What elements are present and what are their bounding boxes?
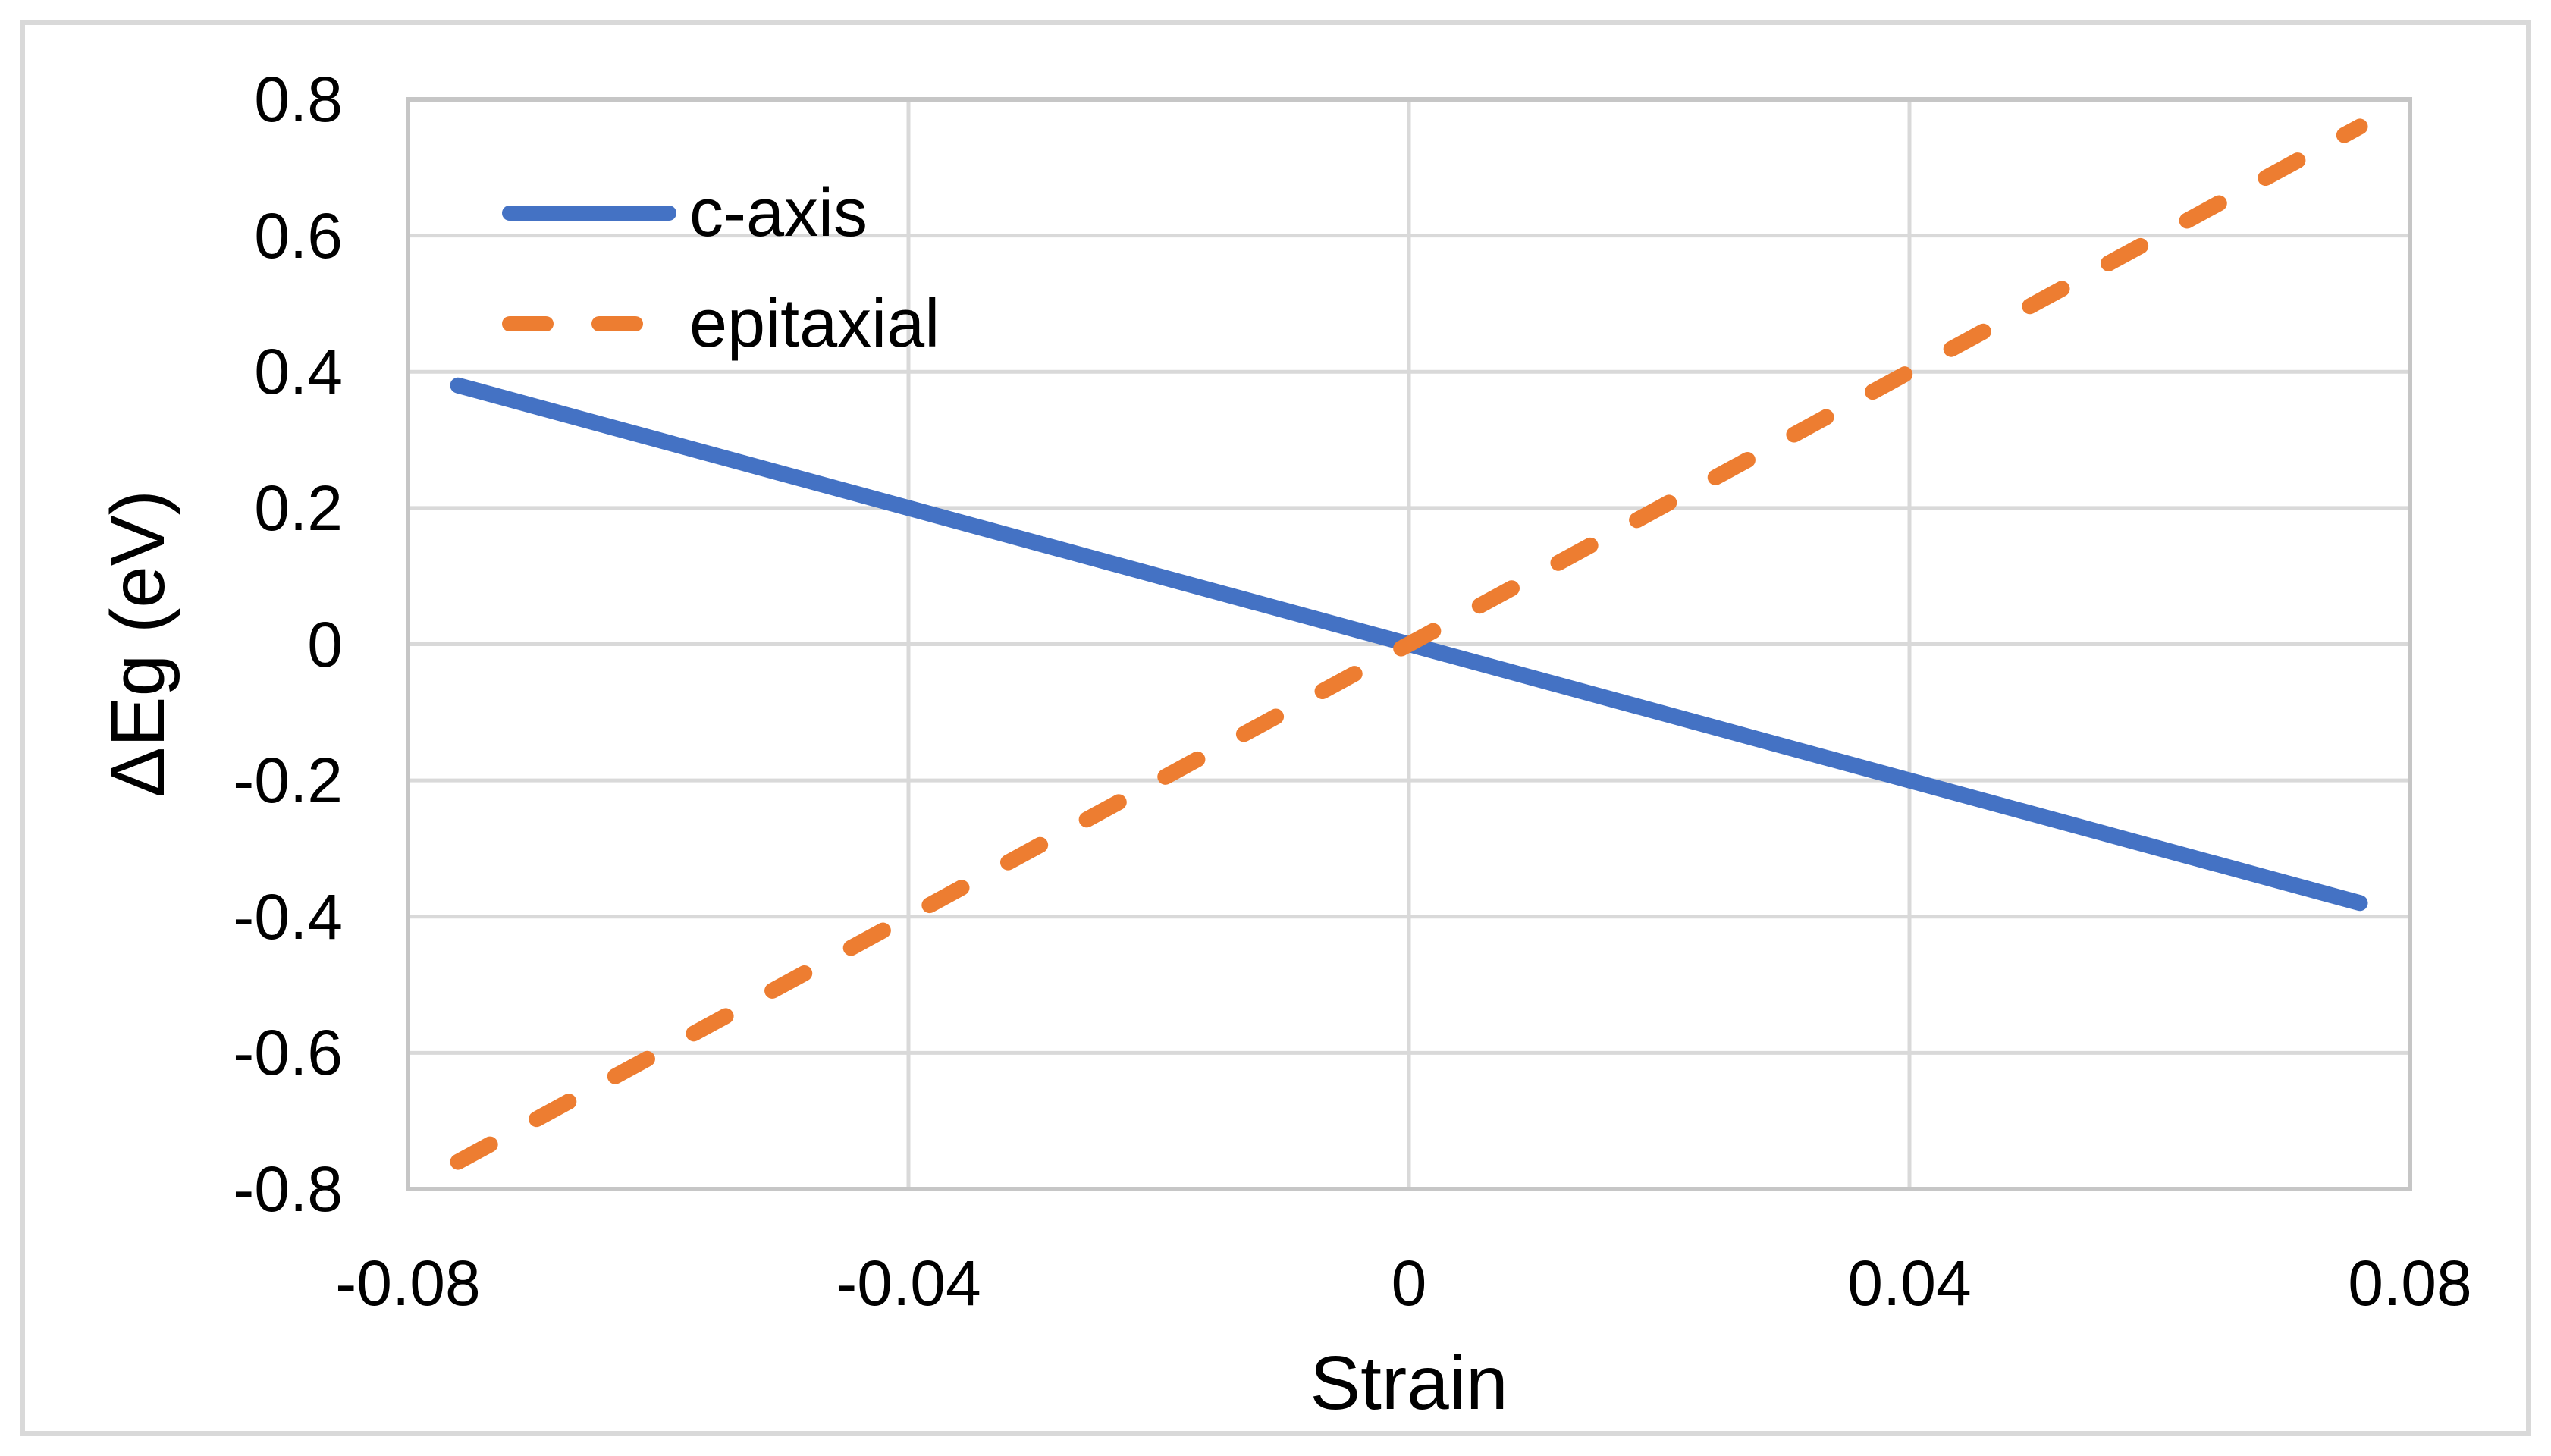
plot-border [406,97,2412,1191]
y-axis-title: ΔEg (eV) [96,490,180,798]
legend-swatch-c-axis [502,206,676,221]
y-tick-label: -0.8 [233,1153,343,1225]
legend-label: epitaxial [689,286,940,362]
legend-swatch-epitaxial [502,316,676,331]
y-tick-label: 0.2 [254,472,343,544]
legend-label: c-axis [689,175,868,251]
y-tick-label: -0.6 [233,1017,343,1089]
x-tick-label: -0.08 [335,1247,481,1319]
x-tick-label: 0 [1391,1247,1427,1319]
y-tick-label: 0 [307,608,343,680]
x-tick-label: 0.04 [1847,1247,1972,1319]
y-tick-label: -0.2 [233,745,343,817]
legend-entry-epitaxial: epitaxial [501,268,940,379]
legend: c-axis epitaxial [501,158,940,379]
y-tick-label: 0.6 [254,199,343,271]
y-tick-label: -0.4 [233,880,343,952]
legend-entry-c-axis: c-axis [501,158,940,268]
y-tick-label: 0.8 [254,64,343,135]
series-line-epitaxial [450,118,2368,1170]
x-tick-label: -0.04 [836,1247,981,1319]
y-tick-label: 0.4 [254,336,343,408]
x-axis-title: Strain [1310,1341,1508,1426]
x-tick-label: 0.08 [2348,1247,2472,1319]
